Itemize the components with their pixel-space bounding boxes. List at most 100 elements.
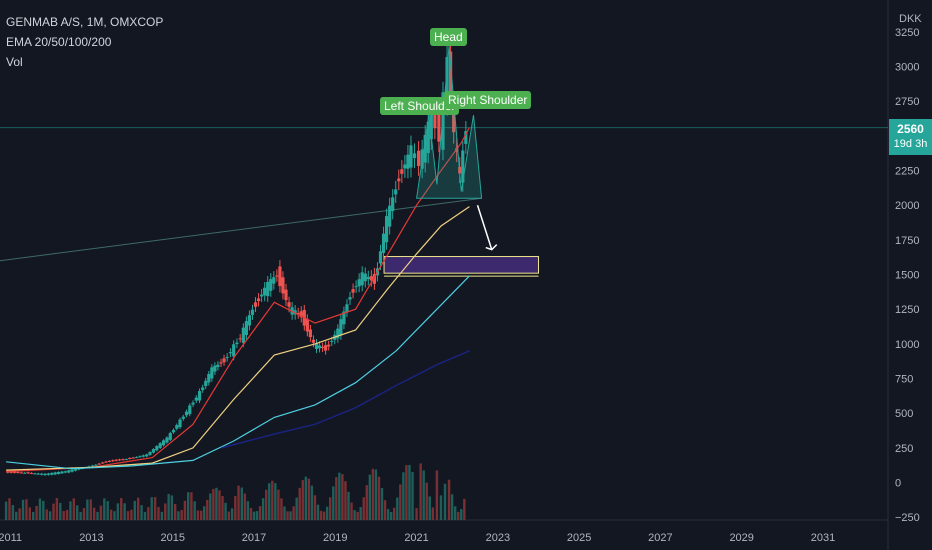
volume-bar [35, 506, 38, 520]
volume-bar [347, 491, 350, 520]
volume-bar [415, 508, 418, 520]
y-tick-label: −250 [895, 512, 920, 524]
volume-bar [240, 487, 244, 520]
candle-body [351, 289, 355, 293]
volume-bar [190, 492, 193, 520]
left-shoulder-label[interactable]: Left Shoulder [380, 97, 460, 115]
volume-bar [425, 482, 428, 520]
volume-bar [215, 487, 218, 520]
volume-bar [55, 498, 59, 520]
candle-body [204, 380, 208, 387]
candle-body [145, 454, 149, 457]
candle-body [400, 169, 404, 174]
candle-body [232, 344, 236, 357]
candle-body [60, 471, 64, 474]
volume-bar [203, 506, 206, 520]
volume-bar [268, 483, 271, 520]
volume-bar [283, 506, 286, 520]
volume-bar [271, 480, 274, 520]
candle-body [287, 302, 291, 307]
candle-body [305, 319, 309, 332]
y-tick-label: 1250 [895, 304, 919, 316]
candle-body [308, 329, 312, 338]
candle-body [165, 437, 169, 443]
volume-bar [443, 483, 447, 520]
y-tick-label: 1750 [895, 235, 919, 247]
y-tick-label: 2250 [895, 166, 919, 178]
candle-body [369, 276, 373, 281]
candle-body [73, 469, 78, 471]
volume-bar [249, 507, 253, 520]
volume-bar [48, 511, 52, 520]
candle-body [336, 328, 340, 339]
candle-body [433, 108, 437, 129]
candle-body [363, 273, 367, 282]
candle-body [101, 462, 105, 464]
volume-bar [170, 495, 174, 520]
y-tick-label: 1000 [895, 339, 919, 351]
candle-body [191, 402, 195, 405]
candle-body [225, 356, 229, 358]
candle-body [181, 416, 185, 419]
support-zone [383, 256, 539, 274]
candle-body [184, 411, 189, 416]
volume-bar [224, 502, 227, 520]
volume-bar [422, 470, 425, 520]
x-tick-label: 2027 [648, 532, 672, 544]
volume-bar [344, 481, 347, 520]
y-tick-label: 3000 [895, 62, 919, 74]
volume-bar [359, 507, 362, 520]
candle-body [327, 344, 331, 347]
last-price-value: 2560 [897, 122, 924, 136]
right-shoulder-label[interactable]: Right Shoulder [444, 91, 532, 109]
candle-body [201, 387, 205, 391]
volume-bar [350, 502, 353, 520]
x-tick-label: 2025 [567, 532, 591, 544]
volume-bar [405, 465, 408, 520]
volume-bar [307, 478, 311, 520]
x-tick-label: 2011 [0, 532, 22, 544]
legend-volume[interactable]: Vol [6, 55, 23, 69]
candle-body [406, 154, 410, 169]
candle-body [26, 472, 30, 474]
legend-ema[interactable]: EMA 20/50/100/200 [6, 35, 112, 49]
volume-bar [374, 469, 378, 520]
candle-body [256, 298, 261, 302]
candle-body [53, 472, 57, 475]
x-tick-label: 2021 [404, 532, 428, 544]
volume-bar [206, 499, 209, 520]
candle-body [394, 189, 398, 195]
volume-bar [52, 503, 55, 520]
volume-bar [286, 511, 289, 520]
volume-bar [371, 468, 375, 520]
candle-body [77, 468, 81, 470]
volume-bar [82, 507, 86, 520]
candle-body [216, 364, 220, 368]
volume-bar [313, 495, 317, 520]
candle-body [63, 471, 67, 473]
legend-symbol[interactable]: GENMAB A/S, 1M, OMXCOP [6, 15, 164, 29]
candle-body [372, 273, 377, 284]
candle-body [320, 346, 325, 349]
candle-body [397, 178, 401, 182]
candle-body [210, 367, 214, 379]
volume-bar [96, 511, 99, 520]
volume-bar [368, 474, 372, 520]
volume-bar [186, 492, 190, 520]
volume-bar [252, 511, 256, 520]
x-tick-label: 2031 [811, 532, 835, 544]
volume-bar [435, 470, 439, 520]
volume-bar [386, 509, 390, 520]
head-label[interactable]: Head [430, 28, 467, 46]
volume-bar [341, 474, 344, 520]
volume-bar [136, 497, 140, 520]
volume-bar [264, 489, 268, 520]
volume-bar [447, 479, 451, 520]
candle-body [40, 473, 44, 475]
volume-bar [460, 509, 463, 520]
candle-body [43, 473, 47, 476]
candle-body [403, 164, 407, 169]
